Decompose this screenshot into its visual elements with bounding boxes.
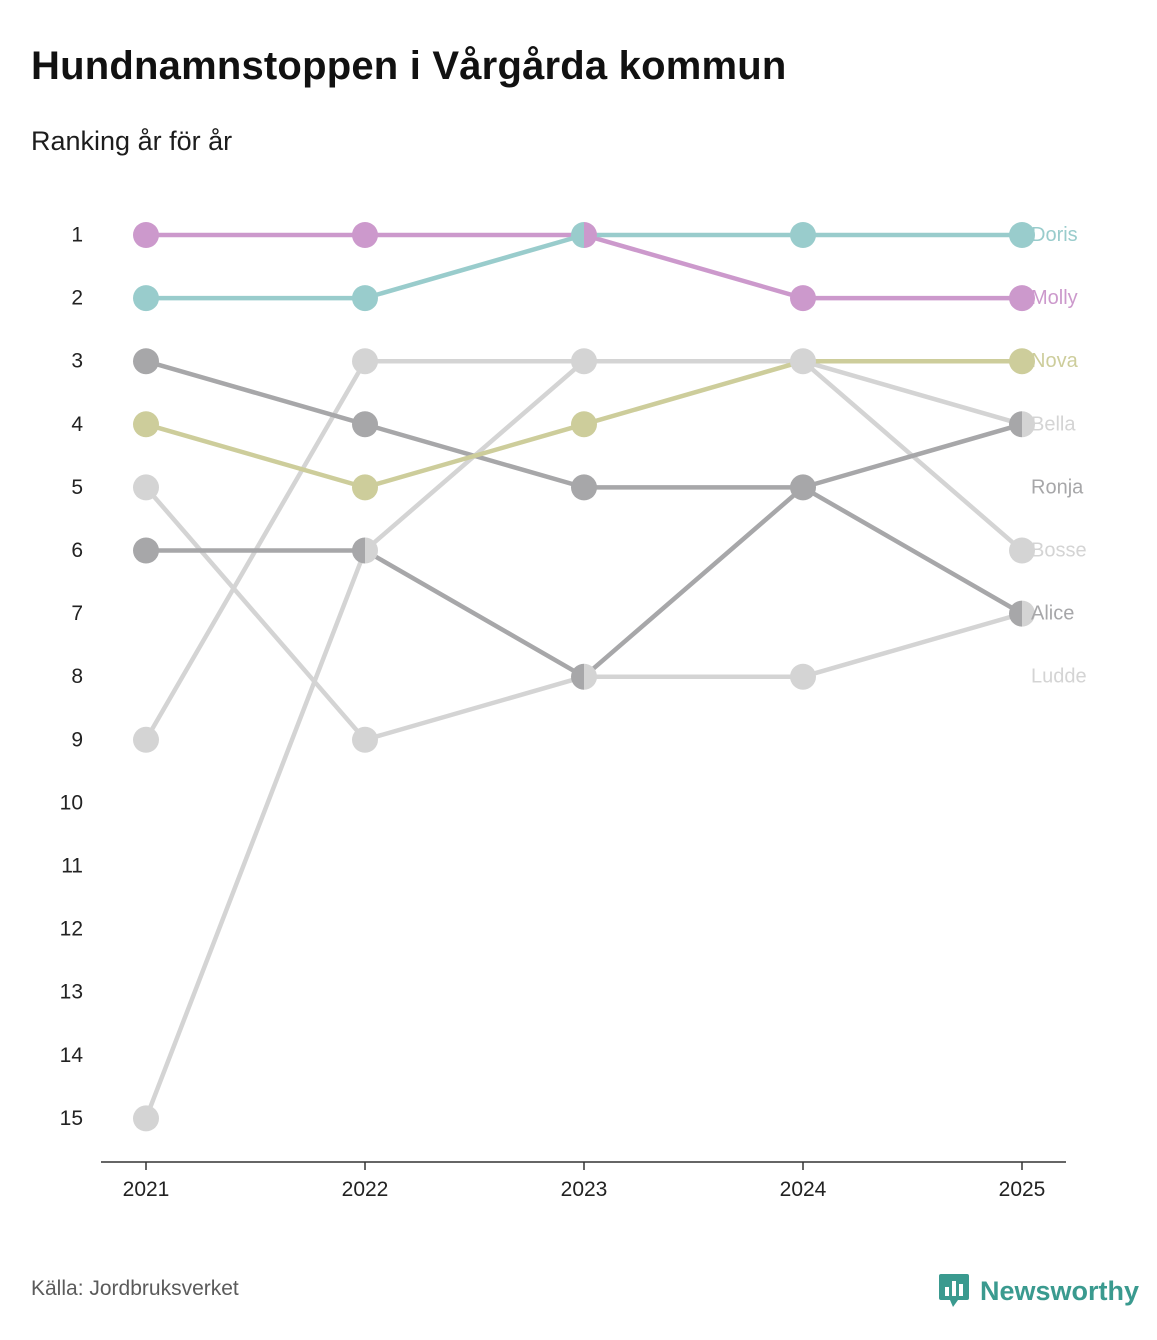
- y-tick-label: 5: [71, 476, 83, 499]
- data-point-alice: [352, 537, 365, 564]
- data-point-nova: [571, 411, 597, 438]
- data-point-ludde: [790, 663, 816, 690]
- chart-subtitle: Ranking år för år: [31, 126, 233, 156]
- data-point-alice: [571, 663, 584, 690]
- data-point-nova: [133, 411, 159, 438]
- data-point-ludde: [584, 663, 598, 690]
- data-point-ludde: [133, 474, 159, 501]
- data-point-doris: [352, 285, 378, 312]
- y-tick-label: 7: [71, 602, 83, 625]
- end-label-doris: Doris: [1031, 224, 1078, 246]
- x-tick-label: 2024: [780, 1178, 827, 1201]
- data-point-molly: [352, 222, 378, 248]
- y-tick-label: 14: [60, 1044, 84, 1067]
- end-label-molly: Molly: [1031, 287, 1078, 309]
- data-point-doris: [571, 222, 584, 248]
- y-tick-label: 12: [60, 918, 83, 941]
- series-line-ludde: [143, 485, 1025, 743]
- y-tick-label: 13: [60, 981, 83, 1004]
- x-tick-label: 2022: [342, 1178, 389, 1201]
- data-point-ronja: [571, 474, 597, 501]
- data-point-alice: [133, 537, 159, 564]
- data-point-molly: [1009, 285, 1035, 312]
- source-note: Källa: Jordbruksverket: [31, 1277, 239, 1300]
- data-point-molly: [133, 222, 159, 248]
- data-point-bella: [571, 348, 584, 375]
- brand-name: Newsworthy: [980, 1275, 1140, 1306]
- end-labels: Doris Molly Nova Bella Ronja Bosse Alice Ludde: [1031, 224, 1087, 688]
- y-tick-label: 6: [71, 539, 83, 562]
- end-label-bella: Bella: [1031, 413, 1076, 435]
- end-label-nova: Nova: [1031, 350, 1079, 372]
- data-point-ronja: [790, 474, 803, 501]
- y-tick-label: 11: [61, 855, 83, 878]
- data-point-bosse: [584, 348, 598, 375]
- y-tick-label: 2: [71, 287, 83, 310]
- data-point-molly: [584, 222, 597, 248]
- data-point-doris: [133, 285, 159, 312]
- x-tick-label: 2023: [561, 1178, 608, 1201]
- y-tick-label: 9: [71, 728, 83, 751]
- data-point-ludde: [352, 726, 378, 753]
- y-tick-label: 4: [71, 413, 83, 436]
- y-tick-label: 10: [60, 791, 83, 814]
- y-tick-label: 15: [60, 1107, 83, 1130]
- data-point-ludde: [1022, 600, 1035, 627]
- data-point-nova: [352, 474, 378, 501]
- end-label-ludde: Ludde: [1031, 666, 1087, 688]
- series-points: [133, 222, 1035, 1132]
- end-label-bosse: Bosse: [1031, 540, 1087, 562]
- newsworthy-logo: Newsworthy: [938, 1272, 1139, 1310]
- data-point-ronja: [352, 411, 378, 438]
- data-point-bosse: [133, 1105, 159, 1132]
- bar-chart-bubble-icon: [939, 1274, 969, 1307]
- data-point-bosse: [365, 537, 378, 564]
- data-point-bella: [133, 726, 159, 753]
- end-label-alice: Alice: [1031, 603, 1074, 625]
- data-point-alice: [1009, 600, 1022, 627]
- data-point-nova: [1009, 348, 1035, 375]
- data-point-bella: [1022, 411, 1035, 438]
- y-tick-label: 3: [71, 350, 83, 373]
- data-point-doris: [790, 222, 816, 248]
- end-label-ronja: Ronja: [1031, 476, 1084, 498]
- x-axis: 2021 2022 2023 2024 2025: [101, 1161, 1066, 1201]
- data-point-ronja: [133, 348, 159, 375]
- data-point-molly: [790, 285, 816, 312]
- data-point-overlap: [790, 348, 816, 375]
- data-point-bosse: [1009, 537, 1035, 564]
- y-tick-label: 1: [71, 224, 83, 247]
- data-point-ronja: [1009, 411, 1022, 438]
- y-tick-label: 8: [71, 665, 83, 688]
- chart-title: Hundnamnstoppen i Vårgårda kommun: [31, 44, 787, 88]
- data-point-doris: [1009, 222, 1035, 248]
- data-point-alice: [803, 474, 817, 501]
- x-tick-label: 2021: [123, 1178, 170, 1201]
- x-tick-label: 2025: [999, 1178, 1046, 1201]
- data-point-bella: [352, 348, 378, 375]
